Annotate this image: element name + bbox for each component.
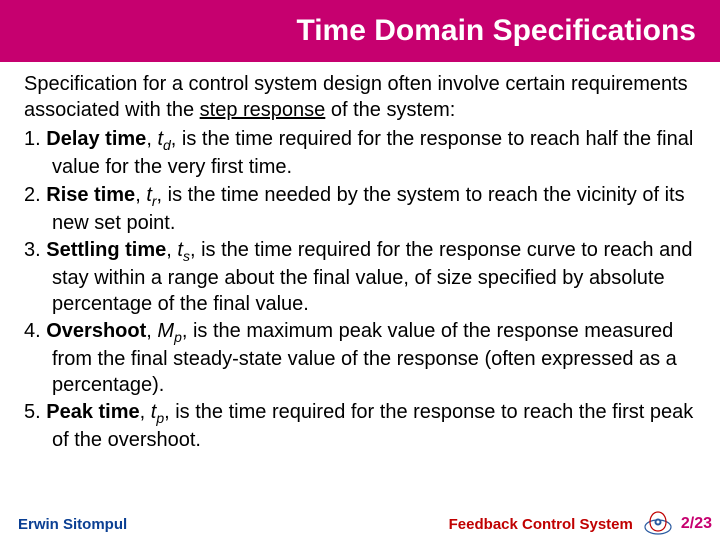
list-item: 2. Rise time, tr, is the time needed by … [24,183,696,237]
item-sep: , [146,320,157,342]
list-item: 5. Peak time, tp, is the time required f… [24,400,696,454]
list-item: 1. Delay time, td, is the time required … [24,127,696,181]
item-num: 5. [24,401,41,423]
item-symbol: tr [146,184,156,206]
item-sep: , [135,184,146,206]
title-band: Time Domain Specifications [0,0,720,62]
intro-underlined: step response [200,99,326,121]
item-term: Peak time [46,401,139,423]
intro-paragraph: Specification for a control system desig… [24,72,696,123]
content-area: Specification for a control system desig… [0,62,720,540]
list-item: 3. Settling time, ts, is the time requir… [24,238,696,317]
item-sep: , [146,128,157,150]
item-term: Settling time [46,239,166,261]
item-term: Overshoot [46,320,146,342]
item-symbol: tp [151,401,164,423]
item-num: 4. [24,320,41,342]
symbol-sub: s [183,248,190,264]
page-title: Time Domain Specifications [296,14,696,48]
symbol-sub: p [156,410,164,426]
spec-list: 1. Delay time, td, is the time required … [24,127,696,454]
slide-container: Time Domain Specifications Specification… [0,0,720,540]
list-item: 4. Overshoot, Mp, is the maximum peak va… [24,319,696,398]
symbol-base: M [157,320,174,342]
author-label: Erwin Sitompul [8,516,127,533]
symbol-sub: d [163,137,171,153]
symbol-sub: p [174,329,182,345]
course-label: Feedback Control System [449,516,633,533]
item-num: 3. [24,239,41,261]
item-symbol: td [157,128,170,150]
item-num: 2. [24,184,41,206]
item-term: Rise time [46,184,135,206]
item-num: 1. [24,128,41,150]
item-symbol: ts [177,239,190,261]
item-sep: , [140,401,151,423]
intro-suffix: of the system: [325,99,455,121]
item-symbol: Mp [157,320,181,342]
university-logo-icon [643,509,673,539]
item-sep: , [166,239,177,261]
footer-bar: Erwin Sitompul Feedback Control System 2… [0,512,720,540]
page-number: 2/23 [681,515,712,533]
item-term: Delay time [46,128,146,150]
